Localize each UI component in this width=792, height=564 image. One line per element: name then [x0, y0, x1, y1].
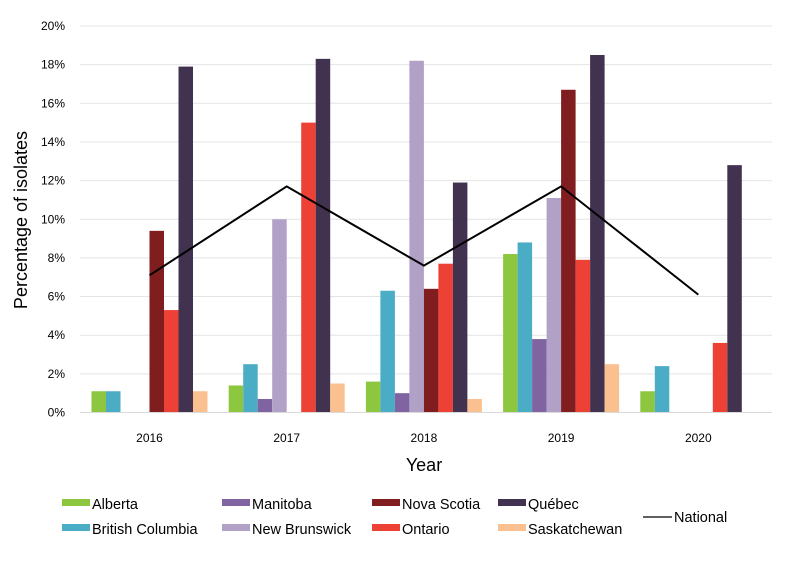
y-tick-label: 20% [41, 19, 65, 33]
national-line [148, 185, 699, 296]
bar-british-columbia-2016 [106, 391, 121, 413]
legend-item-new-brunswick: New Brunswick [222, 522, 352, 538]
bar-alberta-2017 [228, 385, 244, 413]
gridlines [80, 25, 772, 375]
legend-item-saskatchewan: Saskatchewan [498, 522, 622, 538]
x-axis-ticks: 2016 2017 2018 2019 2020 [136, 431, 712, 445]
bar-new-brunswick-2019 [546, 197, 562, 413]
y-tick-label: 16% [41, 96, 65, 110]
legend-item-british-columbia: British Columbia [62, 522, 198, 538]
legend-label: Nova Scotia [402, 497, 481, 513]
legend-item-national: National [643, 510, 727, 526]
legend-label: Saskatchewan [528, 522, 622, 538]
bar-alberta-2018 [365, 381, 381, 413]
bar-ontario-2016 [164, 310, 179, 413]
bar-british-columbia-2020 [654, 366, 670, 413]
legend-label: New Brunswick [252, 522, 352, 538]
x-tick-label: 2020 [685, 431, 712, 445]
bar-alberta-2020 [640, 391, 655, 413]
bar-nova-scotia-2016 [149, 230, 164, 413]
y-tick-label: 10% [41, 212, 65, 226]
bar-new-brunswick-2018 [409, 60, 424, 413]
bar-alberta-2019 [503, 254, 518, 413]
y-tick-label: 4% [48, 328, 66, 342]
bar-british-columbia-2019 [517, 242, 533, 413]
bar-ontario-2020 [712, 342, 728, 413]
national-line-path [148, 185, 699, 296]
legend-swatch [372, 499, 400, 506]
y-axis-ticks: 0% 2% 4% 6% 8% 10% 12% 14% 16% 18% 20% [41, 19, 65, 420]
bar-saskatchewan-2019 [604, 364, 620, 413]
x-tick-label: 2017 [273, 431, 300, 445]
legend-swatch [372, 524, 400, 531]
legend-swatch [498, 524, 526, 531]
bar-nova-scotia-2018 [423, 288, 439, 413]
bars [91, 54, 742, 413]
x-tick-label: 2016 [136, 431, 163, 445]
legend-item-qu-bec: Québec [498, 497, 579, 513]
bar-qu-bec-2018 [452, 182, 468, 413]
legend-label: British Columbia [92, 522, 198, 538]
legend-item-manitoba: Manitoba [222, 497, 313, 513]
legend-swatch [498, 499, 526, 506]
bar-nova-scotia-2019 [561, 89, 576, 413]
y-tick-label: 12% [41, 174, 65, 188]
x-tick-label: 2019 [548, 431, 575, 445]
y-tick-label: 8% [48, 251, 66, 265]
x-axis-title: Year [406, 455, 442, 475]
legend-swatch [62, 524, 90, 531]
legend-label: Ontario [402, 522, 450, 538]
bar-qu-bec-2020 [727, 165, 742, 413]
bar-manitoba-2019 [532, 339, 547, 413]
bar-saskatchewan-2016 [193, 391, 208, 413]
y-axis-title: Percentage of isolates [11, 131, 31, 309]
legend-label: National [674, 510, 727, 526]
legend-item-nova-scotia: Nova Scotia [372, 497, 481, 513]
bar-ontario-2017 [301, 122, 316, 413]
bar-new-brunswick-2017 [272, 219, 287, 413]
bar-manitoba-2017 [257, 398, 273, 413]
y-tick-label: 14% [41, 135, 65, 149]
bar-saskatchewan-2017 [330, 383, 345, 413]
bar-ontario-2018 [438, 263, 453, 413]
legend-item-alberta: Alberta [62, 497, 139, 513]
legend-item-ontario: Ontario [372, 522, 450, 538]
legend-swatch [222, 524, 250, 531]
legend-label: Manitoba [252, 497, 313, 513]
bar-manitoba-2018 [394, 393, 410, 413]
y-tick-label: 6% [48, 290, 66, 304]
bar-british-columbia-2018 [380, 290, 395, 413]
bar-british-columbia-2017 [243, 364, 258, 413]
legend-label: Québec [528, 497, 579, 513]
y-tick-label: 2% [48, 367, 66, 381]
bar-saskatchewan-2018 [467, 398, 482, 413]
legend: Alberta British Columbia Manitoba New Bruns… [62, 497, 727, 538]
bar-qu-bec-2019 [590, 54, 605, 413]
y-tick-label: 18% [41, 58, 65, 72]
y-tick-label: 0% [48, 406, 66, 420]
bar-alberta-2016 [91, 391, 106, 413]
bar-ontario-2019 [575, 259, 591, 413]
bar-qu-bec-2017 [315, 58, 331, 413]
bar-qu-bec-2016 [178, 66, 193, 413]
x-tick-label: 2018 [411, 431, 438, 445]
legend-label: Alberta [92, 497, 139, 513]
legend-swatch [62, 499, 90, 506]
legend-swatch [222, 499, 250, 506]
